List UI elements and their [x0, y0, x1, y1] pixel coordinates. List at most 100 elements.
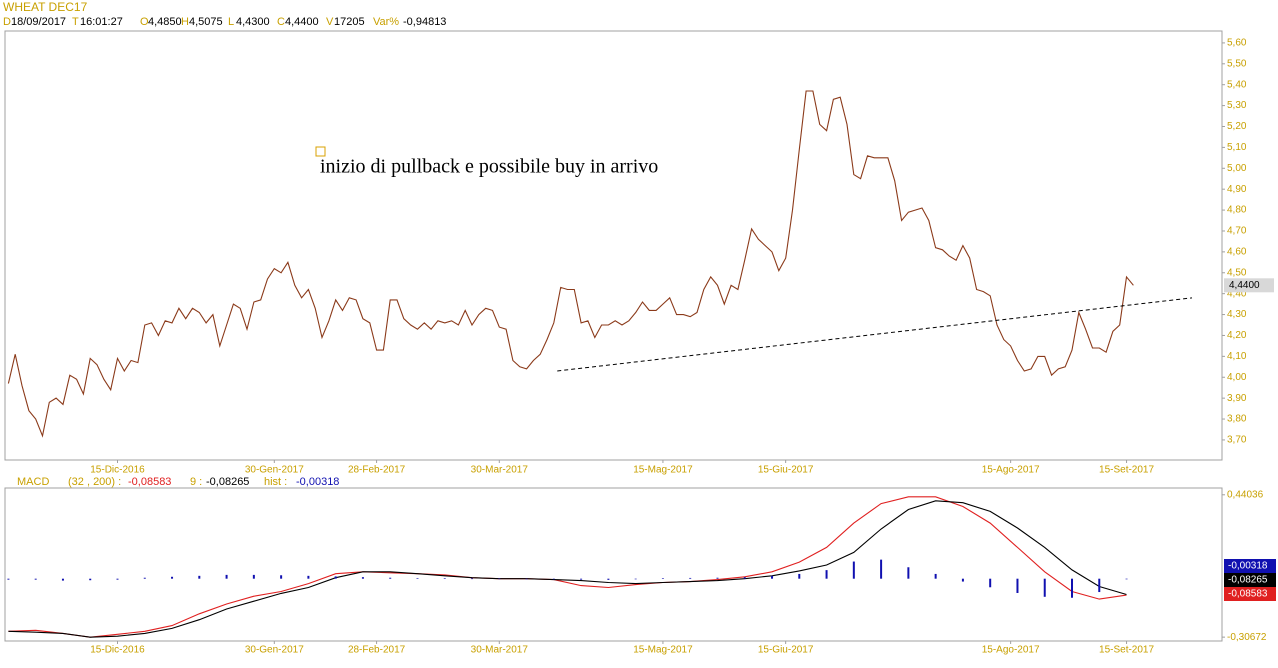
x-tick-label: 28-Feb-2017 [348, 645, 406, 656]
x-tick-label: 28-Feb-2017 [348, 465, 406, 476]
instrument-title: WHEAT DEC17 [3, 0, 88, 14]
hist-bar [143, 577, 146, 579]
y-tick-label: -0,30672 [1227, 632, 1267, 643]
hist-bar [1016, 578, 1019, 593]
hist-bar [1125, 578, 1128, 580]
annotation: inizio di pullback e possibile buy in ar… [320, 156, 658, 178]
hist-bar [961, 578, 964, 582]
x-tick-label: 15-Ago-2017 [982, 465, 1040, 476]
x-tick-label: 30-Mar-2017 [471, 465, 529, 476]
hist-bar [552, 578, 555, 580]
y-tick-label: 4,20 [1227, 330, 1247, 341]
hist-bar [471, 578, 474, 580]
hist-bar [743, 577, 746, 579]
value-box [1224, 559, 1276, 573]
y-tick-label: 4,90 [1227, 184, 1247, 195]
legend-value: -0,00318 [296, 476, 339, 488]
hist-bar [7, 578, 10, 580]
hist-bar [361, 577, 364, 579]
y-tick-label: 5,60 [1227, 38, 1247, 49]
macd-panel [4, 487, 1223, 642]
y-tick-label: 3,70 [1227, 435, 1247, 446]
info-value: 4,4850 [148, 16, 182, 28]
hist-bar [689, 577, 692, 579]
hist-bar [716, 577, 719, 579]
x-tick-label: 15-Set-2017 [1099, 465, 1154, 476]
hist-bar [825, 570, 828, 579]
hist-bar [61, 578, 64, 581]
hist-bar [525, 578, 528, 580]
price-line [7, 90, 1134, 438]
last-value-box [1224, 278, 1274, 293]
hist-bar [307, 575, 310, 579]
y-tick-label: 0,44036 [1227, 489, 1264, 500]
y-tick-label: 5,50 [1227, 58, 1247, 69]
legend-value: -0,08583 [128, 476, 171, 488]
y-tick-label: 4,30 [1227, 309, 1247, 320]
x-tick-label: 15-Giu-2017 [758, 645, 814, 656]
hist-bar [389, 577, 392, 579]
macd-title: MACD [17, 476, 49, 488]
y-tick-label: 5,30 [1227, 100, 1247, 111]
hist-bar [580, 578, 583, 580]
hist-bar [89, 578, 92, 581]
x-tick-label: 15-Mag-2017 [633, 465, 693, 476]
x-tick-label: 30-Gen-2017 [245, 645, 304, 656]
x-tick-label: 15-Dic-2016 [90, 465, 145, 476]
info-value: 4,4300 [236, 16, 270, 28]
macd-line [8, 496, 1127, 638]
y-tick-label: 4,10 [1227, 351, 1247, 362]
hist-bar [443, 578, 446, 579]
hist-bar [198, 575, 201, 579]
info-value: 16:01:27 [80, 16, 123, 28]
hist-bar [880, 559, 883, 579]
y-tick-label: 4,00 [1227, 372, 1247, 383]
x-tick-label: 30-Gen-2017 [245, 465, 304, 476]
legend-name: hist : [264, 476, 287, 488]
value-box-label: -0,08583 [1228, 589, 1268, 600]
value-box [1224, 573, 1276, 587]
hist-bar [252, 574, 255, 579]
x-tick-label: 15-Giu-2017 [758, 465, 814, 476]
hist-bar [989, 578, 992, 588]
x-tick-label: 15-Ago-2017 [982, 645, 1040, 656]
value-box-label: -0,08265 [1228, 575, 1268, 586]
value-box [1224, 587, 1276, 601]
y-tick-label: 4,40 [1227, 288, 1247, 299]
legend-value: -0,08265 [206, 476, 249, 488]
hist-bar [280, 575, 283, 579]
hist-bar [334, 576, 337, 579]
info-line: D 18/09/2017 T 16:01:27 O 4,4850 H 4,507… [3, 16, 446, 28]
info-value: 4,5075 [189, 16, 223, 28]
y-tick-label: 4,80 [1227, 205, 1247, 216]
hist-bar [498, 578, 501, 580]
info-label: C [277, 16, 285, 28]
annotation-marker [315, 146, 326, 157]
info-value: 17205 [334, 16, 365, 28]
hist-bar [416, 578, 419, 579]
y-tick-label: 3,80 [1227, 414, 1247, 425]
value-box-label: -0,00318 [1228, 561, 1268, 572]
hist-bar [934, 573, 937, 579]
y-tick-label: 5,00 [1227, 163, 1247, 174]
hist-bar [34, 578, 37, 580]
hist-bar [116, 578, 119, 580]
hist-bar [634, 578, 637, 580]
legend-name: 9 : [190, 476, 202, 488]
x-tick-label: 15-Dic-2016 [90, 645, 145, 656]
hist-bar [607, 578, 610, 580]
last-value-label: 4,4400 [1229, 280, 1260, 291]
y-tick-label: 3,90 [1227, 393, 1247, 404]
info-label: D [3, 16, 11, 28]
info-label: V [326, 16, 334, 28]
macd-line [8, 500, 1127, 638]
hist-bar [171, 576, 174, 579]
y-tick-label: 5,40 [1227, 79, 1247, 90]
hist-bar [225, 574, 228, 579]
y-tick-label: 4,60 [1227, 247, 1247, 258]
trend-line [557, 297, 1193, 372]
x-tick-label: 15-Set-2017 [1099, 645, 1154, 656]
y-tick-label: 4,50 [1227, 267, 1247, 278]
